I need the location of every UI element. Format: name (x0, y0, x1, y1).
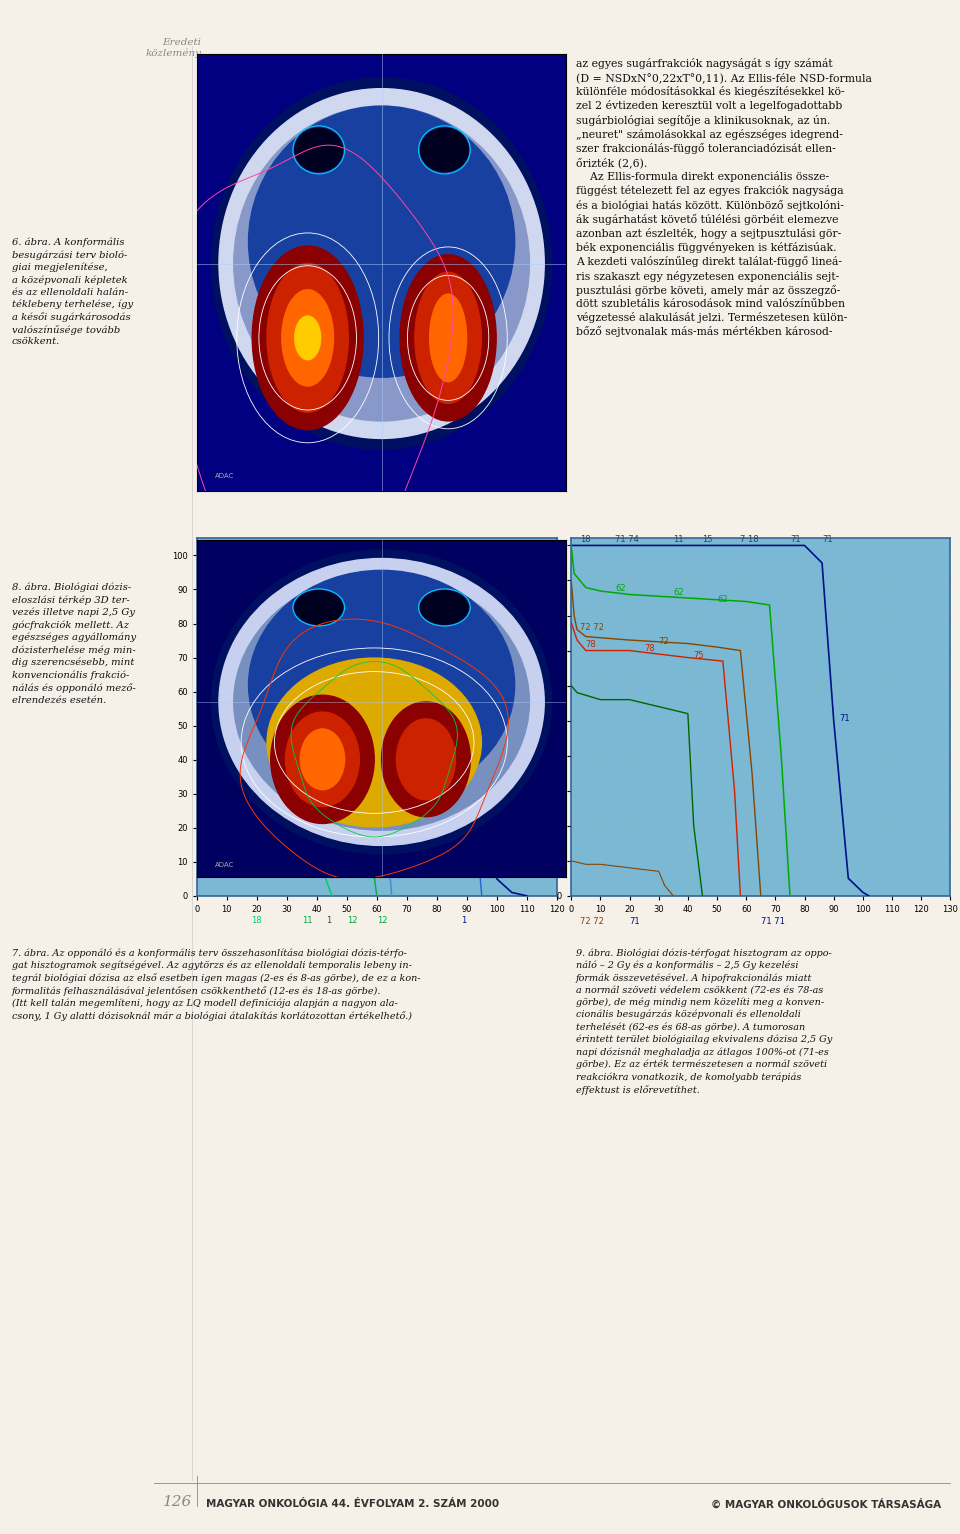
Text: nak, és sejttípusra jellegzetes összeállású, ún. al-
fa/béta hányadossal jelleme: nak, és sejttípusra jellegzetes összeáll… (576, 606, 847, 773)
Text: 11: 11 (673, 535, 684, 545)
Ellipse shape (267, 264, 348, 413)
Text: 8. ábra. Biológiai dózis-
eloszlási térkép 3D ter-
vezés illetve napi 2,5 Gy
góc: 8. ábra. Biológiai dózis- eloszlási térk… (12, 583, 135, 704)
Text: Eredeti
közlemény: Eredeti közlemény (146, 38, 202, 58)
Text: 18: 18 (251, 916, 261, 925)
Ellipse shape (396, 719, 455, 799)
Ellipse shape (211, 551, 552, 854)
Text: 12: 12 (272, 695, 282, 704)
Text: 71: 71 (790, 535, 801, 545)
Ellipse shape (249, 106, 515, 377)
Ellipse shape (271, 695, 374, 824)
Text: 2: 2 (242, 580, 247, 588)
Ellipse shape (249, 571, 515, 799)
Text: 1X 12: 1X 12 (205, 627, 228, 635)
Text: 71 71: 71 71 (760, 917, 784, 927)
Text: 78: 78 (586, 640, 596, 649)
Text: 7 18: 7 18 (740, 535, 759, 545)
Text: 78: 78 (644, 644, 655, 652)
Ellipse shape (300, 729, 345, 790)
Ellipse shape (295, 591, 343, 624)
Ellipse shape (295, 316, 321, 360)
Text: 1: 1 (325, 916, 331, 925)
Text: 126: 126 (163, 1496, 192, 1509)
Text: 11: 11 (301, 916, 312, 925)
Text: 62: 62 (717, 595, 728, 603)
Ellipse shape (234, 574, 530, 830)
Text: 18: 18 (212, 845, 223, 853)
Text: 11: 11 (476, 718, 487, 727)
Text: az egyes sugárfrakciók nagyságát s így számát
(D = NSDxN°0,22xT°0,11). Az Ellis-: az egyes sugárfrakciók nagyságát s így s… (576, 58, 872, 337)
Ellipse shape (420, 591, 468, 624)
Text: 12: 12 (323, 701, 333, 710)
Text: 72 72: 72 72 (580, 623, 604, 632)
Text: 71 74: 71 74 (615, 535, 638, 545)
Text: 11: 11 (263, 851, 274, 861)
Text: 75: 75 (694, 650, 705, 660)
Text: 18: 18 (205, 658, 215, 666)
Ellipse shape (400, 255, 496, 420)
Ellipse shape (430, 295, 467, 382)
Text: 72: 72 (659, 637, 669, 646)
Text: MAGYAR ONKOLÓGIA 44. ÉVFOLYAM 2. SZÁM 2000: MAGYAR ONKOLÓGIA 44. ÉVFOLYAM 2. SZÁM 20… (206, 1499, 499, 1509)
Text: 1: 1 (205, 545, 211, 554)
Text: 71: 71 (840, 713, 851, 723)
Text: ADAC: ADAC (215, 472, 234, 479)
Ellipse shape (219, 89, 544, 439)
Ellipse shape (282, 290, 333, 387)
Ellipse shape (234, 106, 530, 420)
Text: © MAGYAR ONKOLÓGUSOK TÁRSASÁGA: © MAGYAR ONKOLÓGUSOK TÁRSASÁGA (710, 1499, 941, 1509)
Text: 6. ábra. A konformális
besugárzási terv bioló-
giai megjelenítése,
a középvonali: 6. ábra. A konformális besugárzási terv … (12, 238, 132, 347)
Text: 62: 62 (615, 584, 626, 594)
Text: ADAC: ADAC (215, 862, 234, 868)
Ellipse shape (252, 245, 363, 430)
Text: 71: 71 (630, 917, 640, 927)
Text: 2: 2 (301, 583, 307, 592)
Text: 7. ábra. Az opponáló és a konformális terv összehasonlítása biológiai dózis-térf: 7. ábra. Az opponáló és a konformális te… (12, 948, 420, 1022)
Text: 62: 62 (673, 588, 684, 597)
Ellipse shape (381, 703, 470, 816)
Text: 9. ábra. Biológiai dózis-térfogat hisztogram az oppo-
náló – 2 Gy és a konformál: 9. ábra. Biológiai dózis-térfogat hiszto… (576, 948, 832, 1095)
Text: 1: 1 (461, 916, 466, 925)
Text: 18: 18 (580, 535, 590, 545)
Text: 8: 8 (205, 620, 211, 629)
Text: 72 72: 72 72 (580, 917, 604, 927)
Ellipse shape (415, 272, 481, 403)
Ellipse shape (285, 712, 359, 807)
Ellipse shape (267, 658, 481, 827)
Text: 12: 12 (347, 916, 357, 925)
Ellipse shape (420, 127, 468, 172)
Text: 15: 15 (703, 535, 713, 545)
Ellipse shape (295, 127, 343, 172)
Text: 71: 71 (822, 535, 832, 545)
Text: 1: 1 (227, 545, 232, 554)
Text: 12: 12 (376, 916, 387, 925)
Ellipse shape (211, 78, 552, 449)
Ellipse shape (219, 558, 544, 845)
Text: 1: 1 (272, 545, 277, 554)
